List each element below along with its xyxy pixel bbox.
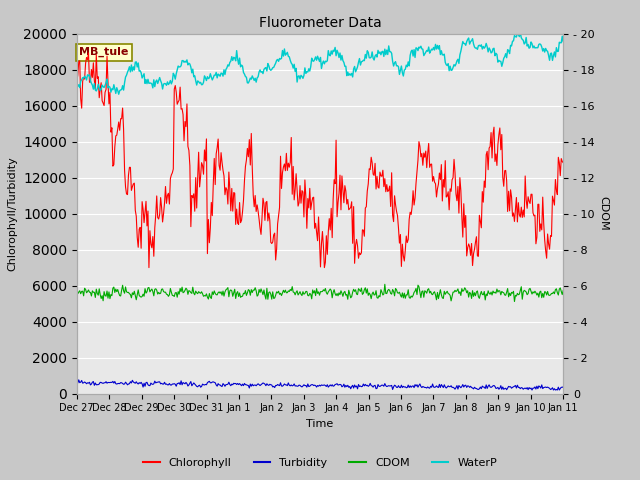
Legend: Chlorophyll, Turbidity, CDOM, WaterP: Chlorophyll, Turbidity, CDOM, WaterP: [138, 453, 502, 472]
Text: MB_tule: MB_tule: [79, 47, 129, 58]
X-axis label: Time: Time: [307, 419, 333, 429]
Y-axis label: Chlorophyll/Turbidity: Chlorophyll/Turbidity: [8, 156, 17, 271]
Title: Fluorometer Data: Fluorometer Data: [259, 16, 381, 30]
Y-axis label: CDOM: CDOM: [598, 196, 609, 231]
